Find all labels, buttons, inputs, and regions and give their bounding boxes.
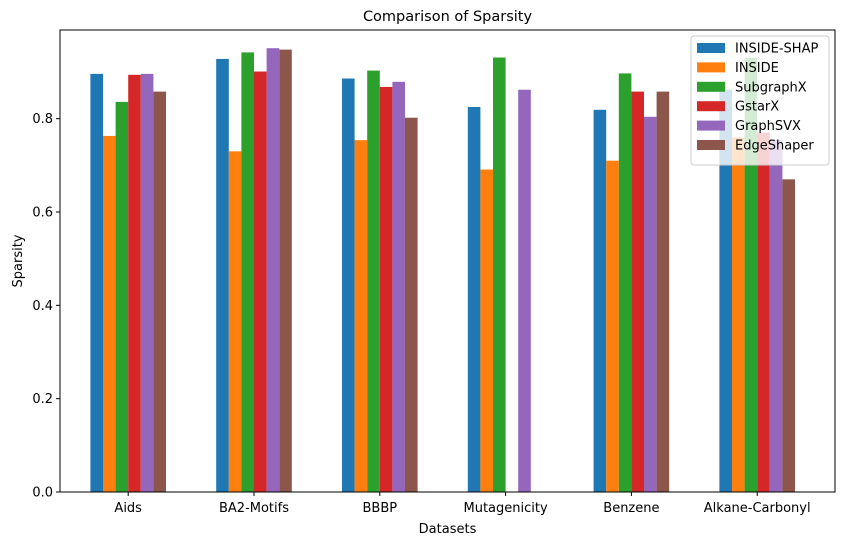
legend-label: GstarX [735,100,779,115]
bar-edgeshaper-benzene [656,91,670,492]
bar-inside-bbbp [354,140,368,492]
bar-inside-mutagenicity [480,169,493,492]
legend-swatch [697,140,725,150]
legend-swatch [697,43,725,53]
bar-graphsvx-mutagenicity [518,89,531,492]
bar-gstarx-alkane-carbonyl [757,132,770,493]
legend-frame [690,35,830,166]
legend-swatch [697,120,725,131]
bar-gstarx-bbbp [379,86,393,493]
bar-inside-shap-aids [90,73,103,493]
y-tick-label: 0.6 [32,206,53,221]
legend-label: SubgraphX [735,80,807,95]
bar-subgraphx-ba2-motifs [241,52,254,493]
x-axis: Aids BA2-Motifs BBBP Mutagenicity Benzene Alk… [114,492,811,516]
bar-gstarx-ba2-motifs [254,71,267,492]
legend-label: EdgeShaper [735,139,814,154]
x-tick-label: BA2-Motifs [219,501,289,516]
bar-graphsvx-alkane-carbonyl [769,139,783,493]
bar-inside-shap-mutagenicity [467,107,481,492]
bar-edgeshaper-bbbp [405,117,418,492]
bar-inside-ba2-motifs [228,151,242,492]
bar-subgraphx-benzene [618,73,632,493]
legend: INSIDE-SHAP INSIDE SubgraphX GstarX GraphSVX… [690,35,830,166]
bar-edgeshaper-ba2-motifs [279,49,292,492]
legend-label: INSIDE-SHAP [735,42,818,57]
bar-inside-shap-alkane-carbonyl [719,89,732,492]
bar-inside-benzene [606,160,619,493]
y-tick-label: 0.2 [32,392,53,407]
x-tick-label: BBBP [362,501,397,516]
x-tick-label: Aids [114,501,142,516]
bar-gstarx-aids [128,74,141,493]
bar-subgraphx-bbbp [367,70,380,492]
x-tick-label: Benzene [603,501,659,516]
x-axis-label: Datasets [419,522,477,537]
legend-swatch [697,101,725,112]
plot-frame [59,29,836,493]
bar-edgeshaper-alkane-carbonyl [782,179,795,492]
bar-subgraphx-mutagenicity [493,57,506,492]
x-tick-label: Mutagenicity [464,501,548,516]
bar-inside-shap-benzene [593,109,607,493]
bar-inside-shap-ba2-motifs [216,58,229,493]
y-tick-label: 0.8 [32,112,53,127]
bar-inside-aids [103,135,116,492]
bar-graphsvx-ba2-motifs [266,48,280,492]
bars-layer [90,48,795,493]
bar-graphsvx-benzene [644,116,657,493]
legend-swatch [697,81,725,92]
legend-swatch [697,62,725,73]
chart-title: Comparison of Sparsity [363,9,533,25]
bar-subgraphx-alkane-carbonyl [744,58,758,492]
bar-subgraphx-aids [115,101,129,493]
bar-graphsvx-bbbp [392,81,405,493]
bar-gstarx-benzene [631,91,644,492]
bar-graphsvx-aids [140,73,154,493]
bar-edgeshaper-aids [153,91,166,492]
bar-inside-alkane-carbonyl [732,137,745,492]
y-tick-label: 0.4 [32,299,53,314]
legend-items: INSIDE-SHAP INSIDE SubgraphX GstarX GraphSVX… [697,42,818,154]
y-axis: 0.0 0.2 0.4 0.6 0.8 [32,112,60,501]
legend-label: GraphSVX [735,119,801,134]
x-tick-label: Alkane-Carbonyl [704,501,811,516]
y-axis-label: Sparsity [11,234,26,287]
y-tick-label: 0.0 [32,486,53,501]
bar-inside-shap-bbbp [342,78,355,492]
legend-label: INSIDE [735,61,779,76]
